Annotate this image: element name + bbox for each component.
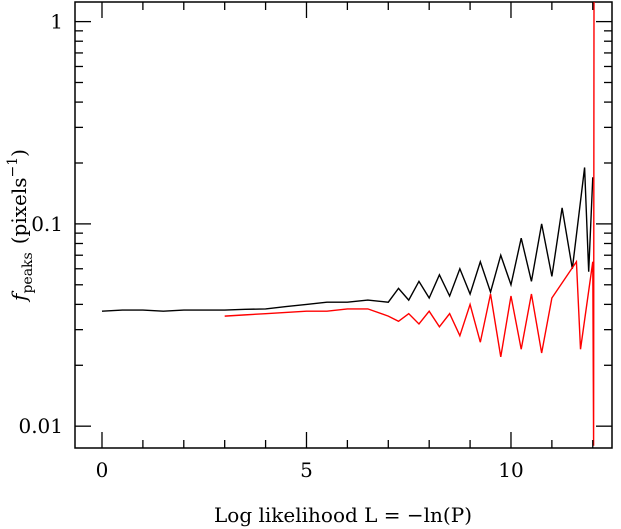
y-tick-label: 0.1 [31, 212, 63, 236]
y-label-close: ) [7, 149, 31, 157]
y-label-unit: (pixels [7, 178, 31, 245]
x-tick-label: 5 [300, 458, 313, 482]
plot-area [101, 2, 595, 446]
series-line [101, 167, 594, 312]
x-axis-label: Log likelihood L = −ln(P) [214, 503, 472, 527]
series-line [224, 2, 595, 446]
plot-frame [74, 1, 613, 449]
y-label-exponent: −1 [5, 157, 21, 178]
y-tick-label: 0.01 [18, 414, 63, 438]
y-axis-label: fpeaks(pixels−1) [5, 149, 36, 303]
y-tick-label: 1 [50, 10, 63, 34]
x-tick-label: 10 [498, 458, 523, 482]
x-tick-label: 0 [96, 458, 109, 482]
y-label-subscript: peaks [20, 252, 36, 293]
